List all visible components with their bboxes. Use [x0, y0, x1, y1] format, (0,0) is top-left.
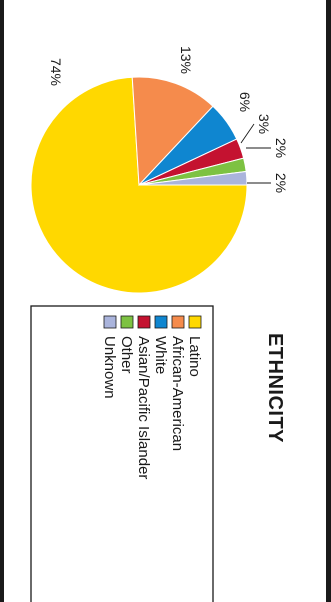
pie-label-african-american: 13% [178, 46, 194, 74]
leader-line [240, 123, 255, 144]
legend-box [30, 305, 214, 602]
pie-labels: 74% 13%6%3%2%2% [48, 46, 289, 193]
legend-label-latino: Latino [186, 336, 203, 377]
legend-swatch-unknown [103, 315, 117, 329]
legend-label-unknown: Unknown [101, 336, 118, 399]
legend-swatch-african-american [171, 315, 185, 329]
legend-swatch-asian-pacific-islander [137, 315, 151, 329]
pie-slice-unknown [138, 170, 248, 186]
legend-swatch-white [154, 315, 168, 329]
legend-label-asian-pacific-islander: Asian/Pacific Islander [135, 336, 152, 479]
legend-label-white: White [152, 336, 169, 374]
legend: LatinoAfrican-AmericanWhiteAsian/Pacific… [101, 315, 203, 479]
legend-label-other: Other [118, 336, 135, 374]
pie-slice-african-american [131, 76, 214, 187]
left-edge-strip [0, 0, 4, 602]
pie-label-asian-pacific-islander: 3% [256, 114, 272, 134]
legend-swatch-latino [188, 315, 202, 329]
legend-swatch-other [120, 315, 134, 329]
pie-label-unknown: 2% [273, 173, 289, 193]
pie-label-white: 6% [237, 92, 253, 112]
pie-label-latino: 74% [48, 58, 64, 86]
right-edge-strip [326, 0, 331, 602]
pie-slices [30, 76, 248, 294]
pie-label-other: 2% [273, 138, 289, 158]
legend-label-african-american: African-American [169, 336, 186, 451]
chart-title: ETHNICITY [264, 333, 286, 443]
